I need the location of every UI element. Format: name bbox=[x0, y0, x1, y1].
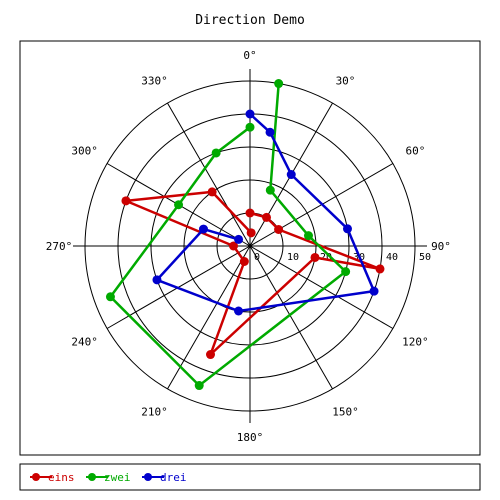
angle-tick-label: 180° bbox=[237, 431, 264, 444]
data-point-drei bbox=[342, 224, 352, 234]
data-point-zwei bbox=[274, 79, 284, 89]
data-point-drei bbox=[369, 286, 379, 296]
angle-tick-label: 240° bbox=[71, 336, 98, 349]
polar-grid: 0° 30° 60° 90° 120° 150° 180° 210° 240° 270° 300° 3… bbox=[46, 49, 451, 444]
legend-label-eins: eins bbox=[48, 471, 75, 484]
data-point-zwei bbox=[105, 292, 115, 302]
data-point-eins bbox=[274, 225, 284, 234]
data-point-zwei bbox=[303, 231, 313, 241]
angle-tick-label: 210° bbox=[141, 405, 168, 418]
chart-title: Direction Demo bbox=[195, 13, 305, 28]
angle-tick-label: 0° bbox=[243, 49, 256, 62]
legend-marker-eins bbox=[32, 473, 40, 481]
data-point-eins bbox=[205, 350, 215, 360]
data-point-eins bbox=[310, 252, 320, 262]
spoke-150 bbox=[249, 245, 333, 390]
angle-tick-label: 120° bbox=[402, 336, 429, 349]
spoke-330 bbox=[167, 102, 251, 247]
series-layer bbox=[105, 79, 385, 391]
radial-tick-label: 40 bbox=[386, 252, 398, 263]
data-point-eins bbox=[262, 212, 271, 222]
series-zwei bbox=[105, 79, 351, 391]
data-point-drei bbox=[198, 224, 208, 234]
data-point-eins bbox=[246, 228, 256, 238]
legend-label-drei: drei bbox=[160, 471, 187, 484]
spoke-120 bbox=[249, 245, 394, 329]
legend-marker-drei bbox=[144, 473, 152, 481]
data-point-drei bbox=[286, 170, 296, 180]
radial-tick-label: 50 bbox=[419, 252, 431, 263]
angle-tick-label: 330° bbox=[141, 75, 168, 88]
data-point-drei bbox=[234, 306, 244, 316]
data-point-drei bbox=[152, 275, 162, 285]
data-point-zwei bbox=[341, 267, 351, 277]
data-point-zwei bbox=[245, 122, 255, 132]
data-point-zwei bbox=[194, 381, 204, 391]
data-point-zwei bbox=[174, 200, 184, 210]
data-point-eins bbox=[229, 241, 238, 251]
radial-tick-label: 20 bbox=[320, 252, 332, 263]
legend-label-zwei: zwei bbox=[104, 471, 131, 484]
data-point-eins bbox=[245, 208, 255, 218]
data-point-eins bbox=[375, 264, 385, 274]
data-point-drei bbox=[245, 109, 255, 119]
spoke-210 bbox=[167, 245, 251, 390]
angle-tick-label: 30° bbox=[336, 75, 356, 88]
data-point-eins bbox=[121, 196, 131, 206]
radial-tick-label: 0 bbox=[254, 252, 260, 263]
angle-tick-label: 270° bbox=[46, 240, 73, 253]
angle-tick-label: 150° bbox=[332, 405, 359, 418]
legend-box bbox=[19, 463, 481, 491]
data-point-zwei bbox=[265, 185, 275, 195]
radial-tick-label: 10 bbox=[287, 252, 299, 263]
data-point-eins bbox=[207, 187, 217, 197]
series-eins bbox=[121, 187, 385, 360]
data-point-zwei bbox=[211, 148, 221, 158]
data-point-drei bbox=[234, 234, 244, 244]
angle-tick-label: 60° bbox=[405, 145, 425, 158]
legend: eins zwei drei bbox=[30, 471, 187, 484]
data-point-eins bbox=[239, 257, 249, 267]
angle-tick-label: 90° bbox=[431, 240, 451, 253]
series-drei bbox=[152, 109, 379, 316]
angle-tick-label: 300° bbox=[71, 145, 98, 158]
legend-marker-zwei bbox=[88, 473, 96, 481]
data-point-drei bbox=[265, 127, 275, 137]
plot-frame bbox=[19, 40, 481, 456]
